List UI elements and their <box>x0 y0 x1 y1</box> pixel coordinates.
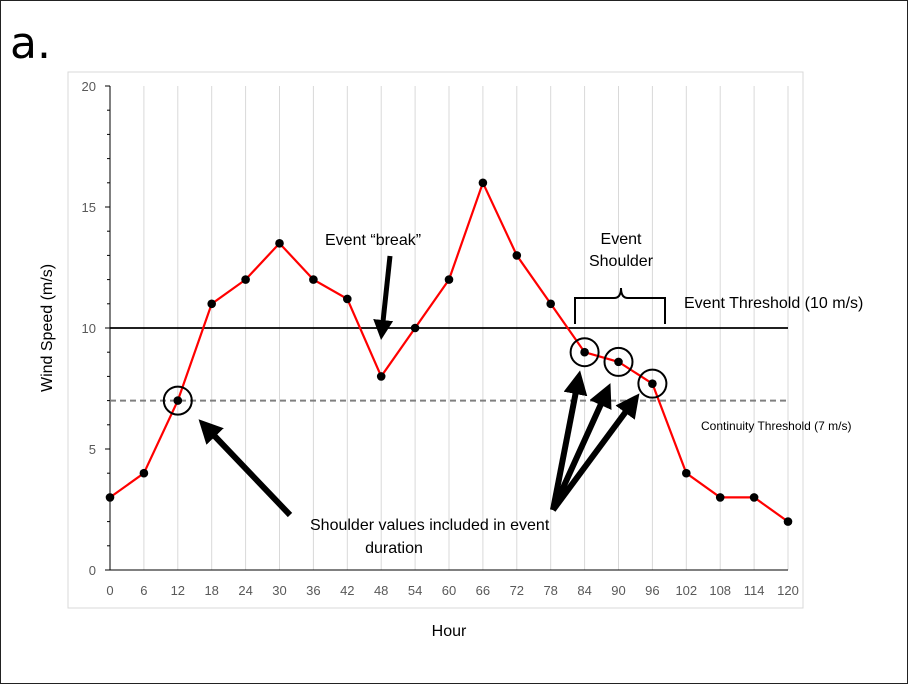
y-tick-label-0: 0 <box>89 563 96 578</box>
x-tick-label-30: 30 <box>272 583 286 598</box>
data-point-96 <box>648 379 657 388</box>
data-point-120 <box>783 517 793 526</box>
data-point-66 <box>478 178 488 188</box>
x-tick-label-0: 0 <box>106 583 113 598</box>
x-tick-label-90: 90 <box>611 583 625 598</box>
shoulder-arrow-96 <box>550 393 640 512</box>
x-tick-label-96: 96 <box>645 583 659 598</box>
x-tick-label-18: 18 <box>204 583 218 598</box>
highlight-circle-96 <box>637 368 668 399</box>
event-shoulder-label-line2: Shoulder <box>589 253 654 270</box>
shoulder-arrow-90 <box>550 383 612 512</box>
event-break-arrow <box>373 255 394 340</box>
data-point-36 <box>309 275 318 284</box>
x-tick-label-54: 54 <box>408 583 422 598</box>
plot-area-border <box>67 71 804 609</box>
data-points <box>105 178 793 526</box>
data-point-42 <box>343 294 352 304</box>
shoulder-brace <box>574 287 666 324</box>
data-point-90 <box>614 357 623 367</box>
shoulder-values-label-line1: Shoulder values included in event <box>310 517 550 534</box>
data-point-60 <box>444 275 454 284</box>
continuity-threshold-label: Continuity Threshold (7 m/s) <box>701 419 852 433</box>
data-point-54 <box>410 323 420 333</box>
y-tick-label-20: 20 <box>82 79 96 94</box>
highlight-circle-90 <box>603 346 634 377</box>
panel-label: a. <box>10 18 51 69</box>
data-point-108 <box>715 493 725 502</box>
shoulder-arrow-left <box>198 419 293 518</box>
x-ticks: 0 6 12 18 24 30 36 42 48 54 60 66 72 78 84 90 96 102 108 11… <box>106 583 798 598</box>
x-tick-label-84: 84 <box>577 583 591 598</box>
data-point-72 <box>512 251 522 260</box>
x-tick-label-48: 48 <box>374 583 388 598</box>
highlight-circle-84 <box>569 337 600 368</box>
highlight-circle-12 <box>162 385 193 416</box>
x-tick-label-12: 12 <box>171 583 185 598</box>
x-tick-label-78: 78 <box>543 583 557 598</box>
x-tick-label-72: 72 <box>510 583 524 598</box>
data-point-24 <box>241 275 250 284</box>
x-tick-label-102: 102 <box>675 583 697 598</box>
y-tick-label-15: 15 <box>82 200 96 215</box>
x-tick-label-108: 108 <box>709 583 731 598</box>
event-threshold-label: Event Threshold (10 m/s) <box>684 295 863 312</box>
data-point-78 <box>546 299 555 309</box>
y-tick-label-5: 5 <box>89 442 96 457</box>
x-tick-label-60: 60 <box>442 583 456 598</box>
threshold-lines <box>110 327 788 402</box>
x-tick-label-6: 6 <box>140 583 147 598</box>
x-axis-title: Hour <box>432 623 467 640</box>
data-point-6 <box>139 468 149 478</box>
x-tick-label-114: 114 <box>744 583 765 598</box>
data-point-102 <box>682 468 691 478</box>
x-tick-label-42: 42 <box>340 583 354 598</box>
y-ticks: 0 5 10 15 20 <box>82 79 110 578</box>
shoulder-values-label-line2: duration <box>365 540 423 557</box>
data-point-18 <box>207 299 216 309</box>
x-tick-label-120: 120 <box>777 583 799 598</box>
x-tick-label-24: 24 <box>238 583 252 598</box>
data-point-12 <box>173 396 183 405</box>
data-point-114 <box>749 493 759 502</box>
event-shoulder-label-line1: Event <box>601 231 642 248</box>
data-point-48 <box>376 372 386 381</box>
data-point-84 <box>580 347 589 357</box>
data-point-30 <box>275 239 284 248</box>
y-tick-label-10: 10 <box>82 321 96 336</box>
highlight-circles <box>162 337 668 416</box>
event-break-label: Event “break” <box>325 232 421 249</box>
x-tick-label-66: 66 <box>476 583 490 598</box>
x-tick-label-36: 36 <box>306 583 320 598</box>
data-point-0 <box>105 493 115 502</box>
shoulder-arrow-84 <box>550 370 588 511</box>
y-axis-title: Wind Speed (m/s) <box>39 264 56 392</box>
